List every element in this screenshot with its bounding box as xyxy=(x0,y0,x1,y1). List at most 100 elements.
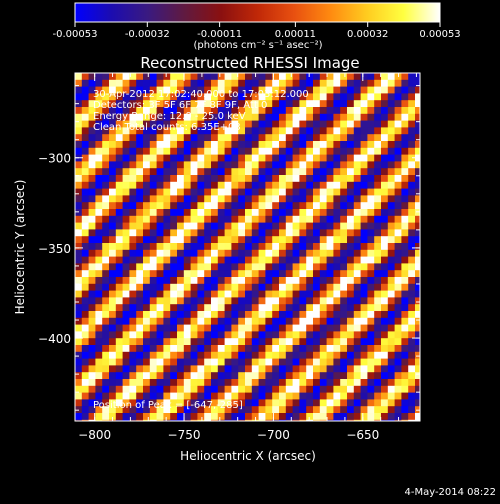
heatmap-cell xyxy=(217,134,225,142)
heatmap-cell xyxy=(333,290,341,298)
heatmap-cell xyxy=(183,263,191,271)
heatmap-cell xyxy=(333,249,341,257)
heatmap-cell xyxy=(313,270,321,278)
heatmap-cell xyxy=(217,283,225,291)
heatmap-cell xyxy=(156,379,164,387)
heatmap-cell xyxy=(245,86,253,94)
heatmap-cell xyxy=(299,175,307,183)
heatmap-cell xyxy=(204,413,212,421)
heatmap-cell xyxy=(122,181,130,189)
heatmap-cell xyxy=(204,134,212,142)
heatmap-cell xyxy=(75,73,83,81)
heatmap-cell xyxy=(109,338,117,346)
heatmap-cell xyxy=(224,358,232,366)
heatmap-cell xyxy=(170,175,178,183)
heatmap-cell xyxy=(217,419,225,421)
heatmap-cell xyxy=(360,175,368,183)
heatmap-cell xyxy=(122,385,130,393)
heatmap-cell xyxy=(306,181,314,189)
heatmap-cell xyxy=(415,188,420,196)
heatmap-cell xyxy=(353,249,361,257)
heatmap-cell xyxy=(143,141,151,149)
heatmap-cell xyxy=(190,317,198,325)
heatmap-cell xyxy=(258,324,266,332)
heatmap-cell xyxy=(149,345,157,353)
heatmap-cell xyxy=(326,358,334,366)
heatmap-cell xyxy=(313,385,321,393)
heatmap-cell xyxy=(197,317,205,325)
heatmap-cell xyxy=(360,202,368,210)
heatmap-cell xyxy=(292,86,300,94)
heatmap-cell xyxy=(224,154,232,162)
heatmap-cell xyxy=(319,256,327,264)
heatmap-cell xyxy=(422,365,429,372)
heatmap-cell xyxy=(143,209,151,217)
heatmap-cell xyxy=(204,324,212,332)
heatmap-cell xyxy=(299,399,307,407)
heatmap-cell xyxy=(292,113,300,121)
heatmap-cell xyxy=(231,249,239,257)
heatmap-cell xyxy=(251,243,259,251)
heatmap-cell xyxy=(231,392,239,400)
heatmap-cell xyxy=(211,263,219,271)
heatmap-cell xyxy=(136,270,144,278)
heatmap-cell xyxy=(360,161,368,169)
heatmap-cell xyxy=(136,372,144,380)
heatmap-cell xyxy=(279,134,287,142)
heatmap-cell xyxy=(422,372,429,379)
heatmap-cell xyxy=(170,399,178,407)
heatmap-cell xyxy=(401,229,409,237)
heatmap-cell xyxy=(190,331,198,339)
heatmap-cell xyxy=(81,141,89,149)
heatmap-cell xyxy=(224,147,232,155)
heatmap-cell xyxy=(190,79,198,87)
heatmap-cell xyxy=(143,297,151,305)
heatmap-cell xyxy=(292,93,300,101)
heatmap-cell xyxy=(272,181,280,189)
heatmap-cell xyxy=(367,229,375,237)
heatmap-cell xyxy=(319,379,327,387)
heatmap-cell xyxy=(231,229,239,237)
heatmap-cell xyxy=(401,379,409,387)
heatmap-cell xyxy=(292,351,300,359)
heatmap-cell xyxy=(347,331,355,339)
heatmap-cell xyxy=(333,202,341,210)
heatmap-cell xyxy=(102,154,110,162)
heatmap-cell xyxy=(136,161,144,169)
heatmap-cell xyxy=(408,202,416,210)
heatmap-cell xyxy=(313,365,321,373)
heatmap-cell xyxy=(387,256,395,264)
heatmap-cell xyxy=(319,79,327,87)
heatmap-cell xyxy=(313,147,321,155)
heatmap-cell xyxy=(381,311,389,319)
heatmap-cell xyxy=(279,392,287,400)
heatmap-cell xyxy=(204,222,212,230)
heatmap-cell xyxy=(408,392,416,400)
heatmap-cell xyxy=(272,236,280,244)
heatmap-cell xyxy=(265,379,273,387)
heatmap-cell xyxy=(81,120,89,128)
heatmap-cell xyxy=(367,202,375,210)
heatmap-cell xyxy=(387,86,395,94)
heatmap-cell xyxy=(81,188,89,196)
heatmap-cell xyxy=(258,161,266,169)
heatmap-cell xyxy=(272,297,280,305)
heatmap-cell xyxy=(292,331,300,339)
heatmap-cell xyxy=(143,175,151,183)
heatmap-cell xyxy=(217,215,225,223)
heatmap-cell xyxy=(347,365,355,373)
heatmap-cell xyxy=(251,338,259,346)
heatmap-cell xyxy=(422,195,429,202)
heatmap-cell xyxy=(231,222,239,230)
heatmap-cell xyxy=(163,311,171,319)
heatmap-cell xyxy=(224,222,232,230)
heatmap-cell xyxy=(75,107,83,115)
heatmap-cell xyxy=(115,379,123,387)
heatmap-cell xyxy=(149,399,157,407)
heatmap-cell xyxy=(163,392,171,400)
heatmap-cell xyxy=(163,134,171,142)
heatmap-cell xyxy=(190,73,198,81)
heatmap-cell xyxy=(245,419,253,421)
heatmap-cell xyxy=(231,154,239,162)
heatmap-cell xyxy=(163,229,171,237)
